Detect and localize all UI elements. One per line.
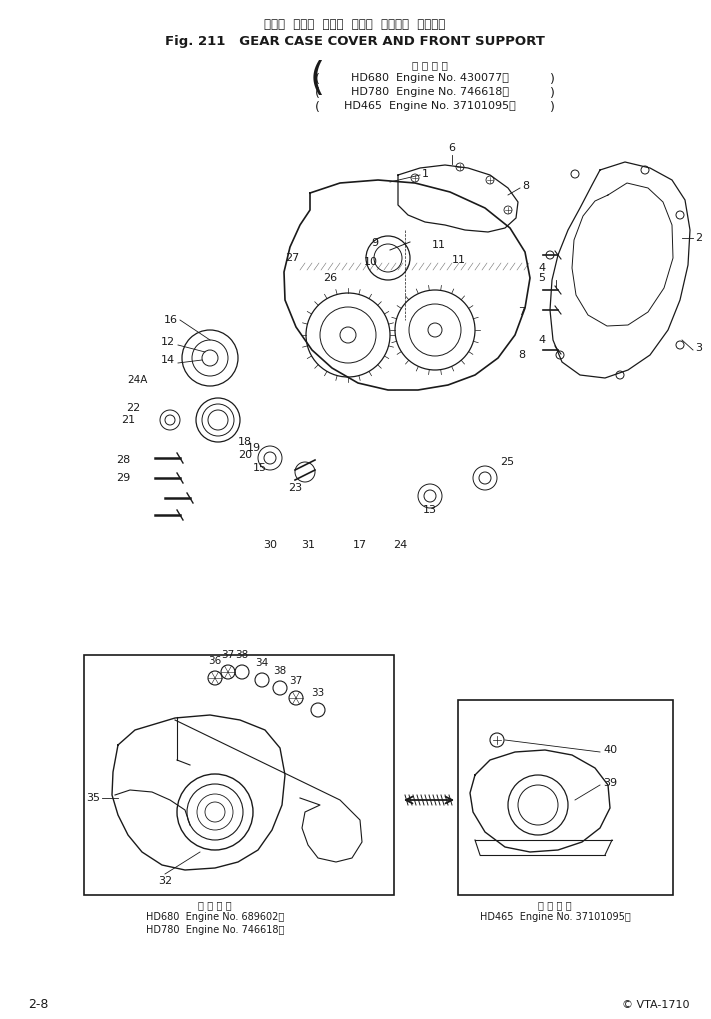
Text: 33: 33 [311, 688, 325, 698]
Text: 40: 40 [603, 745, 617, 755]
Text: 35: 35 [86, 793, 100, 803]
Text: HD780  Engine No. 746618～: HD780 Engine No. 746618～ [351, 87, 509, 97]
Text: 5: 5 [538, 273, 545, 283]
Text: 26: 26 [323, 273, 337, 283]
Text: 36: 36 [208, 656, 222, 666]
Text: 12: 12 [161, 337, 175, 347]
Text: 2-8: 2-8 [28, 999, 48, 1012]
Bar [458, 700, 673, 895]
Text: 23: 23 [288, 483, 302, 493]
Text: 3: 3 [695, 343, 702, 353]
Text: HD465  Engine No. 37101095～: HD465 Engine No. 37101095～ [480, 912, 631, 922]
Text: 20: 20 [238, 450, 252, 460]
Text: © VTA-1710: © VTA-1710 [623, 1000, 690, 1010]
Text: 11: 11 [432, 240, 446, 250]
Text: ): ) [550, 87, 555, 100]
Text: HD680  Engine No. 430077～: HD680 Engine No. 430077～ [351, 73, 509, 83]
Text: (: ( [315, 73, 320, 86]
Text: 適 用 号 機: 適 用 号 機 [412, 60, 448, 70]
Text: (: ( [315, 87, 320, 100]
Text: HD465  Engine No. 37101095～: HD465 Engine No. 37101095～ [344, 101, 516, 111]
Text: 29: 29 [116, 473, 130, 483]
Text: 17: 17 [353, 540, 367, 550]
Text: (: ( [315, 101, 320, 114]
Text: 適 用 号 機: 適 用 号 機 [198, 900, 232, 910]
Text: 7: 7 [518, 307, 525, 317]
Text: 18: 18 [238, 437, 252, 447]
Text: 9: 9 [371, 238, 378, 248]
Text: 38: 38 [235, 650, 249, 660]
Text: 8: 8 [522, 181, 529, 191]
Text: 24: 24 [393, 540, 407, 550]
Text: 適 用 号 機: 適 用 号 機 [538, 900, 572, 910]
Text: 4: 4 [538, 263, 545, 273]
Text: 15: 15 [253, 463, 267, 473]
Text: 8: 8 [518, 350, 525, 360]
Text: 37: 37 [289, 676, 303, 686]
Text: 11: 11 [452, 255, 466, 265]
Text: 1: 1 [422, 169, 429, 179]
Text: 32: 32 [158, 876, 172, 886]
Text: 14: 14 [161, 355, 175, 365]
Text: 24A: 24A [128, 375, 148, 385]
Text: 2: 2 [695, 233, 702, 243]
Text: 27: 27 [285, 253, 299, 263]
Text: HD780  Engine No. 746618～: HD780 Engine No. 746618～ [146, 925, 284, 935]
Text: 4: 4 [538, 335, 545, 345]
Text: ギャー  ケース  カバー  および  フロント  サポート: ギャー ケース カバー および フロント サポート [264, 18, 446, 31]
Text: (: ( [310, 60, 325, 98]
Text: 34: 34 [255, 658, 269, 668]
Text: 31: 31 [301, 540, 315, 550]
Text: 30: 30 [263, 540, 277, 550]
Text: 25: 25 [500, 457, 514, 467]
Text: HD680  Engine No. 689602～: HD680 Engine No. 689602～ [146, 912, 284, 922]
Text: 22: 22 [126, 403, 140, 413]
Text: 39: 39 [603, 777, 617, 788]
Text: Fig. 211   GEAR CASE COVER AND FRONT SUPPORT: Fig. 211 GEAR CASE COVER AND FRONT SUPPO… [165, 35, 545, 48]
Bar [84, 655, 394, 895]
Text: 13: 13 [423, 505, 437, 515]
Text: 28: 28 [116, 455, 130, 465]
Text: 16: 16 [164, 315, 178, 325]
Text: 21: 21 [121, 415, 135, 425]
Text: 37: 37 [221, 650, 235, 660]
Text: 6: 6 [449, 143, 456, 153]
Text: 19: 19 [247, 443, 261, 453]
Text: ): ) [550, 101, 555, 114]
Text: ): ) [550, 73, 555, 86]
Text: 38: 38 [273, 666, 287, 676]
Text: 10: 10 [364, 257, 378, 267]
